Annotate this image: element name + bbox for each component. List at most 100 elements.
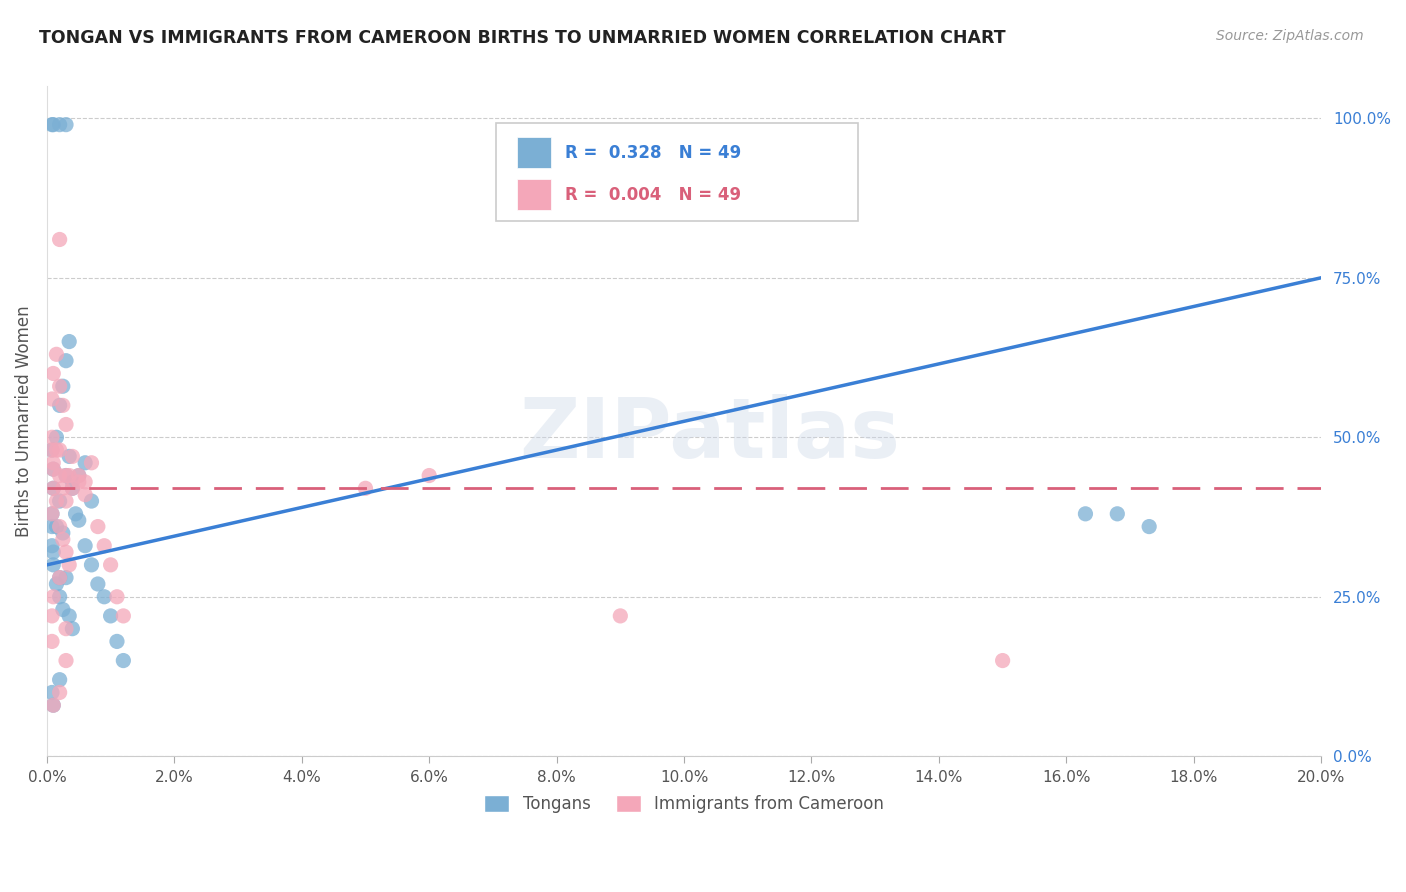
Text: Source: ZipAtlas.com: Source: ZipAtlas.com bbox=[1216, 29, 1364, 43]
Point bbox=[55, 654, 77, 668]
Point bbox=[52, 525, 75, 540]
Point bbox=[112, 654, 135, 668]
Point bbox=[55, 571, 77, 585]
Text: ZIPatlas: ZIPatlas bbox=[519, 394, 900, 475]
Point bbox=[48, 118, 70, 132]
Text: R =  0.004   N = 49: R = 0.004 N = 49 bbox=[565, 186, 741, 203]
Point bbox=[354, 481, 377, 495]
Point bbox=[105, 634, 128, 648]
Point bbox=[55, 353, 77, 368]
Y-axis label: Births to Unmarried Women: Births to Unmarried Women bbox=[15, 305, 32, 537]
Point bbox=[52, 481, 75, 495]
Point bbox=[58, 334, 80, 349]
Point bbox=[41, 507, 63, 521]
Point bbox=[48, 468, 70, 483]
Point bbox=[55, 468, 77, 483]
Point bbox=[60, 450, 83, 464]
Point bbox=[48, 685, 70, 699]
Point bbox=[67, 475, 90, 489]
Point bbox=[42, 698, 65, 713]
Point bbox=[418, 468, 440, 483]
Point bbox=[58, 450, 80, 464]
Point bbox=[48, 398, 70, 412]
Text: TONGAN VS IMMIGRANTS FROM CAMEROON BIRTHS TO UNMARRIED WOMEN CORRELATION CHART: TONGAN VS IMMIGRANTS FROM CAMEROON BIRTH… bbox=[39, 29, 1007, 46]
Point bbox=[48, 443, 70, 458]
Point bbox=[42, 367, 65, 381]
Point bbox=[48, 571, 70, 585]
Point bbox=[41, 443, 63, 458]
Point bbox=[42, 698, 65, 713]
Point bbox=[41, 608, 63, 623]
Point bbox=[93, 539, 115, 553]
Point bbox=[42, 558, 65, 572]
Point bbox=[75, 488, 97, 502]
Point bbox=[48, 519, 70, 533]
Point bbox=[55, 622, 77, 636]
Point bbox=[45, 494, 67, 508]
Point bbox=[80, 456, 103, 470]
Point bbox=[41, 392, 63, 406]
Point bbox=[1107, 507, 1129, 521]
Point bbox=[1137, 519, 1160, 533]
Point bbox=[41, 430, 63, 444]
Point bbox=[60, 481, 83, 495]
Point bbox=[48, 232, 70, 246]
Point bbox=[55, 545, 77, 559]
Point bbox=[52, 533, 75, 547]
Point bbox=[60, 481, 83, 495]
Point bbox=[45, 443, 67, 458]
Point bbox=[42, 462, 65, 476]
Point bbox=[1074, 507, 1097, 521]
Point bbox=[41, 685, 63, 699]
Point bbox=[105, 590, 128, 604]
Point bbox=[75, 475, 97, 489]
Point bbox=[65, 507, 87, 521]
Point bbox=[41, 634, 63, 648]
Point bbox=[42, 118, 65, 132]
Point bbox=[45, 519, 67, 533]
Point bbox=[48, 571, 70, 585]
Point bbox=[55, 494, 77, 508]
Point bbox=[58, 608, 80, 623]
Point bbox=[41, 118, 63, 132]
Point bbox=[55, 417, 77, 432]
Point bbox=[60, 622, 83, 636]
Point bbox=[41, 519, 63, 533]
Point bbox=[41, 443, 63, 458]
Point bbox=[48, 590, 70, 604]
Point bbox=[67, 468, 90, 483]
Point bbox=[58, 468, 80, 483]
Point bbox=[42, 481, 65, 495]
Point bbox=[42, 481, 65, 495]
Point bbox=[87, 577, 110, 591]
Point bbox=[93, 590, 115, 604]
Point bbox=[45, 577, 67, 591]
Point bbox=[42, 456, 65, 470]
Point bbox=[52, 602, 75, 616]
Point bbox=[100, 558, 122, 572]
Point bbox=[41, 539, 63, 553]
Point bbox=[60, 475, 83, 489]
Point bbox=[75, 456, 97, 470]
Point bbox=[45, 430, 67, 444]
Point bbox=[42, 590, 65, 604]
Point bbox=[80, 558, 103, 572]
Point bbox=[48, 379, 70, 393]
Point bbox=[41, 507, 63, 521]
Point bbox=[42, 462, 65, 476]
Point bbox=[52, 398, 75, 412]
Point bbox=[55, 118, 77, 132]
Point bbox=[55, 468, 77, 483]
Point bbox=[80, 494, 103, 508]
Point bbox=[112, 608, 135, 623]
Point bbox=[67, 513, 90, 527]
Point bbox=[48, 494, 70, 508]
Point bbox=[67, 468, 90, 483]
Point bbox=[48, 673, 70, 687]
Point bbox=[87, 519, 110, 533]
Point bbox=[75, 539, 97, 553]
Point bbox=[58, 558, 80, 572]
Point bbox=[42, 545, 65, 559]
Point bbox=[45, 347, 67, 361]
Text: R =  0.328   N = 49: R = 0.328 N = 49 bbox=[565, 144, 741, 161]
